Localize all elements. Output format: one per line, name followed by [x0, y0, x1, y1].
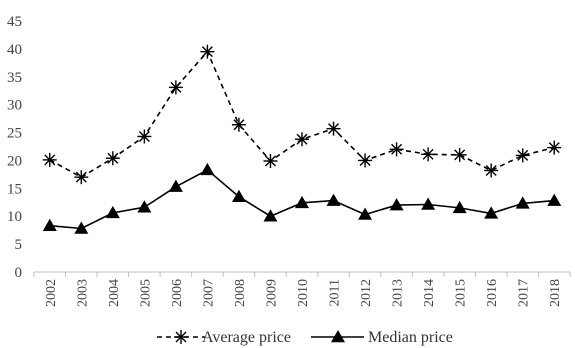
- x-tick-label: 2010: [296, 279, 311, 307]
- x-tick-label: 2015: [454, 279, 469, 307]
- average-price-point: [42, 152, 57, 167]
- y-tick-label: 40: [7, 42, 22, 58]
- asterisk-stroke: [296, 133, 308, 145]
- legend-item-average-price: Average price: [157, 329, 291, 346]
- asterisk-stroke: [454, 149, 466, 161]
- median-price-point: [484, 206, 499, 219]
- legend-triangle-icon: [331, 330, 345, 343]
- y-tick-label: 10: [7, 209, 22, 225]
- y-tick-label: 20: [7, 153, 22, 169]
- average-price-point: [74, 170, 89, 185]
- median-price-point: [231, 189, 246, 202]
- median-price-point: [389, 198, 404, 211]
- x-tick-label: 2009: [264, 279, 279, 307]
- x-tick-label: 2018: [548, 279, 563, 307]
- asterisk-stroke: [201, 46, 213, 58]
- average-price-point: [200, 44, 215, 59]
- asterisk-stroke: [328, 123, 340, 135]
- average-price-point: [421, 147, 436, 162]
- y-tick-label: 15: [7, 181, 22, 197]
- x-tick-label: 2006: [170, 279, 185, 307]
- asterisk-stroke: [175, 331, 187, 343]
- median-price-point: [42, 218, 57, 231]
- average-price-point: [263, 154, 278, 169]
- y-tick-label: 5: [15, 237, 23, 253]
- median-price-point: [105, 205, 120, 219]
- legend-label-average: Average price: [202, 329, 291, 346]
- y-tick-label: 35: [7, 70, 22, 86]
- legend-label-median: Median price: [368, 329, 453, 346]
- x-tick-label: 2002: [44, 279, 59, 307]
- asterisk-stroke: [170, 81, 182, 93]
- asterisk-stroke: [75, 171, 87, 183]
- median-price-point: [263, 209, 278, 222]
- median-price-point: [326, 193, 341, 206]
- y-tick-label: 25: [7, 126, 22, 142]
- x-tick-label: 2004: [107, 279, 122, 307]
- x-tick-label: 2012: [359, 279, 374, 307]
- x-axis: 2002 2003 2004 2005 2006 2007 2008 2009 2010 2011…: [33, 271, 571, 307]
- average-price-point: [452, 147, 467, 162]
- average-price-point: [168, 80, 183, 95]
- median-price-point: [200, 162, 215, 176]
- x-tick-label: 2007: [201, 279, 216, 307]
- asterisk-stroke: [359, 154, 371, 166]
- median-price-point: [547, 193, 562, 206]
- average-price-point: [484, 163, 499, 178]
- series-layer: [42, 44, 562, 234]
- median-price-point: [421, 197, 436, 210]
- x-tick-label: 2013: [391, 279, 406, 307]
- average-price-point: [137, 129, 152, 144]
- asterisk-stroke: [391, 143, 403, 155]
- legend: Average price Median price: [157, 329, 453, 346]
- median-price-point: [515, 196, 530, 209]
- average-price-line: [49, 50, 555, 179]
- asterisk-stroke: [517, 149, 529, 161]
- x-tick-label: 2017: [517, 279, 532, 307]
- asterisk-stroke: [44, 154, 56, 166]
- asterisk-stroke: [138, 130, 150, 142]
- legend-asterisk-icon: [174, 330, 188, 344]
- average-price-point: [515, 148, 530, 163]
- median-price-point: [358, 207, 373, 220]
- asterisk-stroke: [485, 164, 497, 176]
- x-tick-label: 2008: [233, 279, 248, 307]
- average-price-point: [326, 121, 341, 136]
- median-price-point: [452, 200, 467, 214]
- asterisk-stroke: [548, 142, 560, 154]
- median-price-point: [137, 200, 152, 213]
- asterisk-stroke: [264, 155, 276, 167]
- asterisk-stroke: [107, 152, 119, 164]
- x-tick-label: 2014: [422, 279, 437, 307]
- y-tick-label: 45: [7, 14, 22, 30]
- average-price-point: [547, 140, 562, 155]
- x-tick-label: 2011: [328, 279, 343, 306]
- asterisk-stroke: [233, 119, 245, 131]
- asterisk-stroke: [422, 148, 434, 160]
- median-price-point: [295, 195, 309, 209]
- legend-item-median-price: Median price: [311, 329, 453, 346]
- x-tick-label: 2016: [485, 279, 500, 307]
- median-price-point: [168, 179, 183, 192]
- average-price-point: [105, 151, 120, 166]
- y-tick-label: 30: [7, 98, 22, 114]
- median-price-point: [74, 221, 89, 234]
- x-tick-label: 2005: [138, 279, 153, 307]
- average-price-point: [389, 142, 404, 157]
- legend-median-marker: [331, 330, 345, 343]
- y-axis: 0 5 10 15 20 25 30 35 40 45: [7, 14, 22, 281]
- average-price-point: [358, 153, 373, 168]
- average-price-point: [295, 132, 309, 147]
- y-tick-label: 0: [15, 265, 23, 281]
- average-price-point: [231, 117, 246, 132]
- legend-average-marker: [174, 330, 188, 344]
- x-tick-label: 2003: [75, 279, 90, 307]
